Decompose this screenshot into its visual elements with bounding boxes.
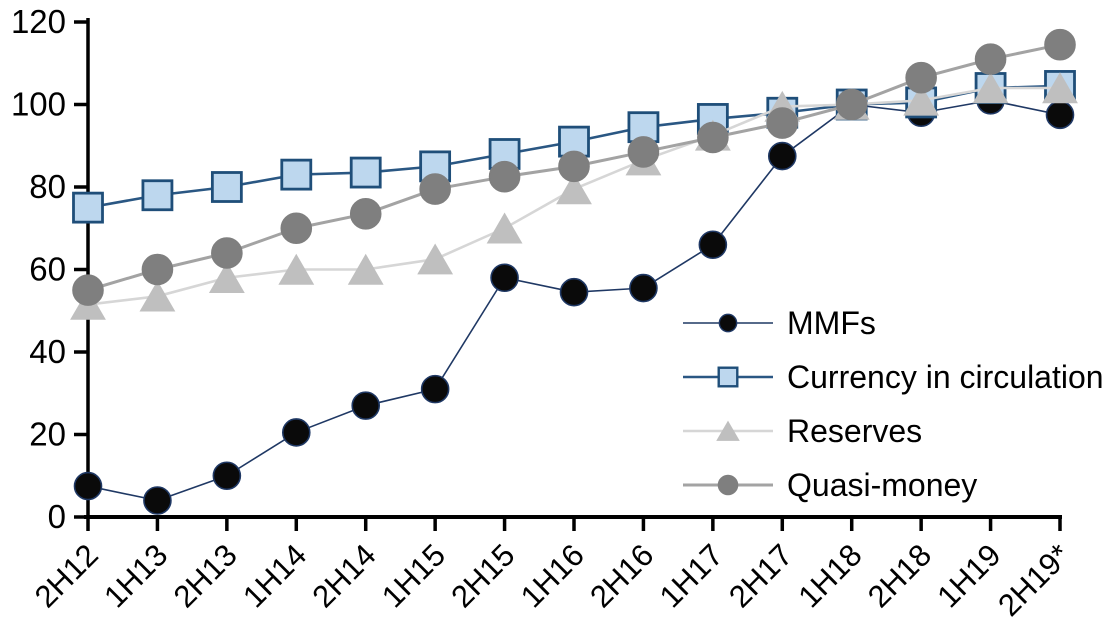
marker-reserves xyxy=(556,173,592,205)
x-tick-label-2h13: 2H13 xyxy=(167,537,244,614)
legend-label-reserves: Reserves xyxy=(787,413,922,449)
marker-currency-in-circulation xyxy=(210,171,243,203)
marker-currency-in-circulation xyxy=(280,158,313,191)
marker-reserves xyxy=(139,280,176,312)
marker-currency-in-circulation xyxy=(488,138,521,170)
marker-mmfs xyxy=(73,471,103,501)
y-tick-label-80: 80 xyxy=(29,168,66,205)
marker-quasi-money xyxy=(211,237,243,269)
marker-mmfs xyxy=(698,230,728,260)
marker-quasi-money xyxy=(627,136,660,168)
series-quasi-money xyxy=(72,28,1076,306)
y-tick-label-20: 20 xyxy=(29,416,66,453)
marker-mmfs xyxy=(559,277,589,307)
marker-mmfs xyxy=(767,141,797,171)
legend-marker-quasi-money xyxy=(717,474,739,496)
legend: MMFs Currency in circulation Reserves Quasi… xyxy=(683,305,1104,503)
x-tick-label-1h17: 1H17 xyxy=(653,537,730,614)
marker-mmfs xyxy=(281,418,311,447)
legend-item-currency-in-circulation: Currency in circulation xyxy=(683,359,1104,395)
x-tick-label-2h14: 2H14 xyxy=(306,537,383,614)
marker-quasi-money xyxy=(1044,28,1076,61)
legend-marker-currency-in-circulation xyxy=(717,366,739,388)
marker-mmfs xyxy=(351,391,381,420)
x-tick-label-2h17: 2H17 xyxy=(722,537,799,614)
legend-label-currency-in-circulation: Currency in circulation xyxy=(787,359,1104,395)
marker-mmfs xyxy=(629,273,658,303)
marker-quasi-money xyxy=(488,160,521,193)
x-tick-label-1h13: 1H13 xyxy=(97,537,174,614)
x-tick-label-2h19: 2H19* xyxy=(991,537,1077,623)
marker-reserves xyxy=(278,253,315,285)
marker-quasi-money xyxy=(558,150,590,183)
x-tick-label-1h14: 1H14 xyxy=(236,537,313,614)
marker-mmfs xyxy=(212,461,242,491)
x-tick-label-2h15: 2H15 xyxy=(444,537,521,614)
marker-mmfs xyxy=(420,374,450,404)
marker-currency-in-circulation xyxy=(141,179,174,212)
marker-reserves xyxy=(486,212,523,244)
marker-reserves xyxy=(208,262,245,293)
marker-reserves xyxy=(972,72,1009,104)
marker-reserves xyxy=(417,243,454,275)
legend-label-quasi-money: Quasi-money xyxy=(787,467,977,503)
y-tick-label-120: 120 xyxy=(11,3,66,40)
marker-reserves xyxy=(347,253,384,285)
legend-marker-reserves xyxy=(716,420,740,441)
y-tick-label-0: 0 xyxy=(48,498,66,535)
marker-quasi-money xyxy=(905,61,937,94)
marker-quasi-money xyxy=(697,121,729,154)
x-tick-label-2h18: 2H18 xyxy=(861,537,938,614)
legend-item-quasi-money: Quasi-money xyxy=(683,467,977,503)
legend-marker-mmfs xyxy=(718,313,738,333)
marker-quasi-money xyxy=(766,107,799,139)
y-tick-label-60: 60 xyxy=(29,251,66,288)
marker-quasi-money xyxy=(349,198,382,230)
marker-reserves xyxy=(1042,72,1078,104)
y-tick-label-40: 40 xyxy=(29,333,66,370)
x-tick-label-1h15: 1H15 xyxy=(375,537,452,614)
legend-label-mmfs: MMFs xyxy=(787,305,876,341)
marker-quasi-money xyxy=(974,43,1007,75)
marker-reserves xyxy=(903,84,940,116)
marker-quasi-money xyxy=(141,253,174,286)
x-tick-label-2h16: 2H16 xyxy=(583,537,660,614)
marker-quasi-money xyxy=(419,173,451,205)
x-tick-label-1h16: 1H16 xyxy=(514,537,591,614)
marker-quasi-money xyxy=(280,212,313,245)
marker-mmfs xyxy=(1045,100,1075,130)
legend-item-mmfs: MMFs xyxy=(683,305,876,341)
marker-quasi-money xyxy=(72,274,104,306)
marker-mmfs xyxy=(143,486,172,515)
marker-currency-in-circulation xyxy=(72,191,104,224)
x-tick-label-2h12: 2H12 xyxy=(28,537,105,614)
x-tick-label-1h18: 1H18 xyxy=(792,537,869,614)
y-tick-label-100: 100 xyxy=(11,86,66,123)
marker-mmfs xyxy=(490,263,519,293)
marker-currency-in-circulation xyxy=(349,156,382,189)
marker-quasi-money xyxy=(835,88,868,121)
legend-item-reserves: Reserves xyxy=(683,413,922,449)
